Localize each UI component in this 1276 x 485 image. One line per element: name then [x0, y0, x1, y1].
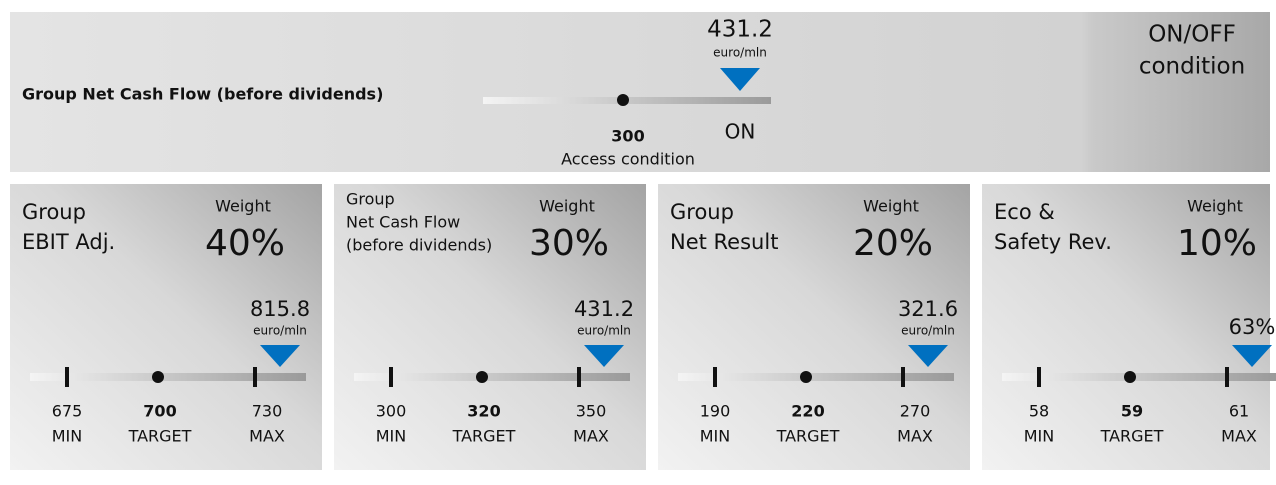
target-label: TARGET [452, 427, 516, 446]
target-value: 320 [467, 402, 500, 421]
kpi-value: 63% [1229, 315, 1276, 339]
weight: 40% [205, 223, 285, 264]
target-label: TARGET [1100, 427, 1164, 446]
weight: 20% [853, 223, 933, 264]
weight-label: Weight [215, 197, 271, 216]
max-tick [1225, 367, 1229, 387]
kpi-panel [10, 184, 322, 470]
kpi-value: 321.6 [898, 297, 958, 321]
threshold-dot [617, 94, 629, 106]
max-tick [577, 367, 581, 387]
min-label: MIN [700, 427, 731, 446]
weight-label: Weight [539, 197, 595, 216]
min-tick [713, 367, 717, 387]
kpi-title: Eco & [994, 200, 1055, 224]
scale-bar [678, 373, 954, 381]
target-dot [1124, 371, 1136, 383]
kpi-title: Net Cash Flow [346, 213, 460, 232]
unit: euro/mln [713, 46, 767, 60]
kpi-title: EBIT Adj. [22, 230, 115, 254]
min-value: 58 [1029, 402, 1049, 421]
value-marker [584, 345, 624, 367]
unit: euro/mln [577, 324, 631, 338]
min-tick [1037, 367, 1041, 387]
scale-bar [30, 373, 306, 381]
unit: euro/mln [901, 324, 955, 338]
kpi-title: Group [670, 200, 734, 224]
max-value: 61 [1229, 402, 1249, 421]
target-label: TARGET [776, 427, 840, 446]
condition-title: condition [1139, 54, 1245, 80]
unit: euro/mln [253, 324, 307, 338]
target-value: 59 [1121, 402, 1143, 421]
value-marker [260, 345, 300, 367]
max-label: MAX [573, 427, 609, 446]
value-marker [1232, 345, 1272, 367]
condition-panel [10, 12, 1270, 172]
target-dot [152, 371, 164, 383]
max-label: MAX [249, 427, 285, 446]
target-dot [800, 371, 812, 383]
target-value: 220 [791, 402, 824, 421]
max-value: 270 [900, 402, 931, 421]
min-label: MIN [1024, 427, 1055, 446]
min-tick [65, 367, 69, 387]
kpi-title: Group [346, 190, 395, 209]
min-value: 190 [700, 402, 731, 421]
threshold: 300 [611, 127, 644, 146]
min-value: 675 [52, 402, 83, 421]
kpi-panel [334, 184, 646, 470]
max-label: MAX [1221, 427, 1257, 446]
min-label: MIN [376, 427, 407, 446]
kpi-value: 431.2 [574, 297, 634, 321]
current-value: 431.2 [707, 17, 773, 43]
kpi-panel [982, 184, 1270, 470]
threshold-label: Access condition [561, 150, 695, 169]
max-value: 350 [576, 402, 607, 421]
kpi-title: Net Result [670, 230, 778, 254]
target-label: TARGET [128, 427, 192, 446]
weight-label: Weight [863, 197, 919, 216]
condition-label: Group Net Cash Flow (before dividends) [22, 85, 383, 104]
kpi-title: Group [22, 200, 86, 224]
weight: 30% [529, 223, 609, 264]
max-tick [901, 367, 905, 387]
status: ON [725, 120, 756, 144]
max-value: 730 [252, 402, 283, 421]
kpi-title: (before dividends) [346, 236, 492, 255]
kpi-title: Safety Rev. [994, 230, 1112, 254]
weight-label: Weight [1187, 197, 1243, 216]
scale-bar [354, 373, 630, 381]
kpi-value: 815.8 [250, 297, 310, 321]
max-tick [253, 367, 257, 387]
condition-title: ON/OFF [1148, 22, 1236, 48]
target-dot [476, 371, 488, 383]
max-label: MAX [897, 427, 933, 446]
min-value: 300 [376, 402, 407, 421]
min-tick [389, 367, 393, 387]
weight: 10% [1177, 223, 1257, 264]
value-marker [908, 345, 948, 367]
min-label: MIN [52, 427, 83, 446]
target-value: 700 [143, 402, 176, 421]
value-marker [720, 68, 760, 91]
scale-bar [1002, 373, 1276, 381]
kpi-panel [658, 184, 970, 470]
